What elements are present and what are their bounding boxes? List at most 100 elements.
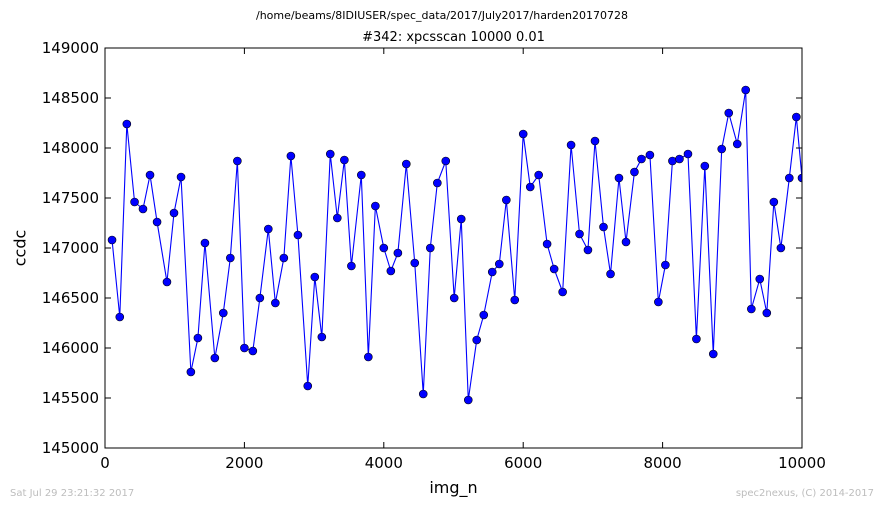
- y-tick-label: 147000: [42, 239, 99, 257]
- data-point: [425, 243, 435, 253]
- data-point: [317, 332, 327, 342]
- y-tick-label: 149000: [42, 39, 99, 57]
- data-point: [449, 293, 459, 303]
- data-point: [233, 156, 242, 166]
- data-point: [769, 197, 779, 207]
- data-point: [510, 295, 520, 305]
- data-point: [549, 264, 559, 274]
- data-point: [115, 312, 125, 322]
- data-point: [700, 161, 710, 171]
- x-tick-label: 4000: [365, 454, 403, 472]
- data-point: [152, 217, 162, 227]
- data-point: [130, 197, 139, 207]
- y-tick-label: 146500: [42, 289, 99, 307]
- x-axis-label: img_n: [429, 478, 478, 497]
- data-point: [534, 170, 543, 180]
- x-tick-label: 0: [100, 454, 110, 472]
- data-point: [606, 269, 615, 279]
- data-point: [347, 261, 356, 271]
- data-point: [279, 253, 289, 263]
- data-point: [240, 343, 249, 353]
- credit-footer: spec2nexus, (C) 2014-2017: [735, 488, 874, 499]
- data-point: [708, 349, 718, 359]
- data-point: [732, 139, 742, 149]
- data-layer: [107, 85, 802, 405]
- data-series-group: [107, 85, 802, 405]
- data-point: [525, 182, 535, 192]
- y-tick-label: 145000: [42, 439, 99, 457]
- data-point: [762, 308, 772, 318]
- data-point: [502, 195, 511, 205]
- data-point: [683, 149, 693, 159]
- data-point: [122, 119, 132, 129]
- x-tick-label: 10000: [778, 454, 826, 472]
- data-point: [271, 298, 280, 308]
- data-point: [463, 395, 473, 405]
- data-point: [614, 173, 624, 183]
- y-tick-label: 146000: [42, 339, 99, 357]
- data-point: [333, 213, 342, 223]
- data-point: [792, 112, 801, 122]
- data-point: [668, 156, 677, 166]
- figure-suptitle: /home/beams/8IDIUSER/spec_data/2017/July…: [256, 9, 628, 22]
- data-point: [675, 154, 684, 164]
- data-point: [402, 159, 411, 169]
- data-point: [724, 108, 734, 118]
- data-point: [456, 214, 466, 224]
- data-point: [583, 245, 593, 255]
- data-point: [145, 170, 155, 180]
- data-point: [379, 243, 389, 253]
- data-point: [176, 172, 186, 182]
- data-point: [169, 208, 179, 218]
- data-point: [226, 253, 235, 263]
- data-point: [518, 129, 528, 139]
- y-tick-label: 148500: [42, 89, 99, 107]
- data-point: [654, 297, 663, 307]
- data-point: [741, 85, 750, 95]
- data-point: [248, 346, 258, 356]
- data-point: [162, 277, 172, 287]
- data-point: [566, 140, 576, 150]
- timestamp-footer: Sat Jul 29 23:21:32 2017: [10, 488, 135, 499]
- data-point: [630, 167, 639, 177]
- y-axis: 145000 145500 146000 146500 147000 147500 1480…: [42, 39, 802, 457]
- data-point: [371, 201, 380, 211]
- data-point: [637, 154, 646, 164]
- data-point: [661, 260, 670, 270]
- y-tick-label: 145500: [42, 389, 99, 407]
- data-point: [785, 173, 794, 183]
- series-line: [111, 89, 802, 401]
- data-point: [717, 144, 727, 154]
- data-point: [310, 272, 320, 282]
- data-point: [356, 170, 366, 180]
- x-tick-label: 8000: [644, 454, 682, 472]
- data-point: [264, 224, 273, 234]
- data-point: [340, 155, 349, 165]
- data-point: [755, 274, 765, 284]
- data-point: [218, 308, 228, 318]
- data-point: [364, 352, 373, 362]
- data-point: [386, 266, 396, 276]
- data-point: [590, 136, 600, 146]
- data-point: [138, 204, 148, 214]
- data-point: [418, 389, 428, 399]
- data-point: [303, 381, 313, 391]
- data-point: [797, 173, 802, 183]
- data-point: [441, 156, 451, 166]
- data-point: [542, 239, 552, 249]
- data-point: [494, 259, 504, 269]
- data-point: [393, 248, 403, 258]
- data-point: [487, 267, 497, 277]
- data-point: [210, 353, 220, 363]
- data-point: [107, 235, 117, 245]
- data-point: [599, 222, 608, 232]
- data-point: [776, 243, 786, 253]
- data-point: [747, 304, 756, 314]
- data-point: [645, 150, 655, 160]
- x-axis: 0 2000 4000 6000 8000 10000: [100, 48, 826, 472]
- data-point: [472, 335, 482, 345]
- y-tick-label: 147500: [42, 189, 99, 207]
- data-point: [293, 230, 303, 240]
